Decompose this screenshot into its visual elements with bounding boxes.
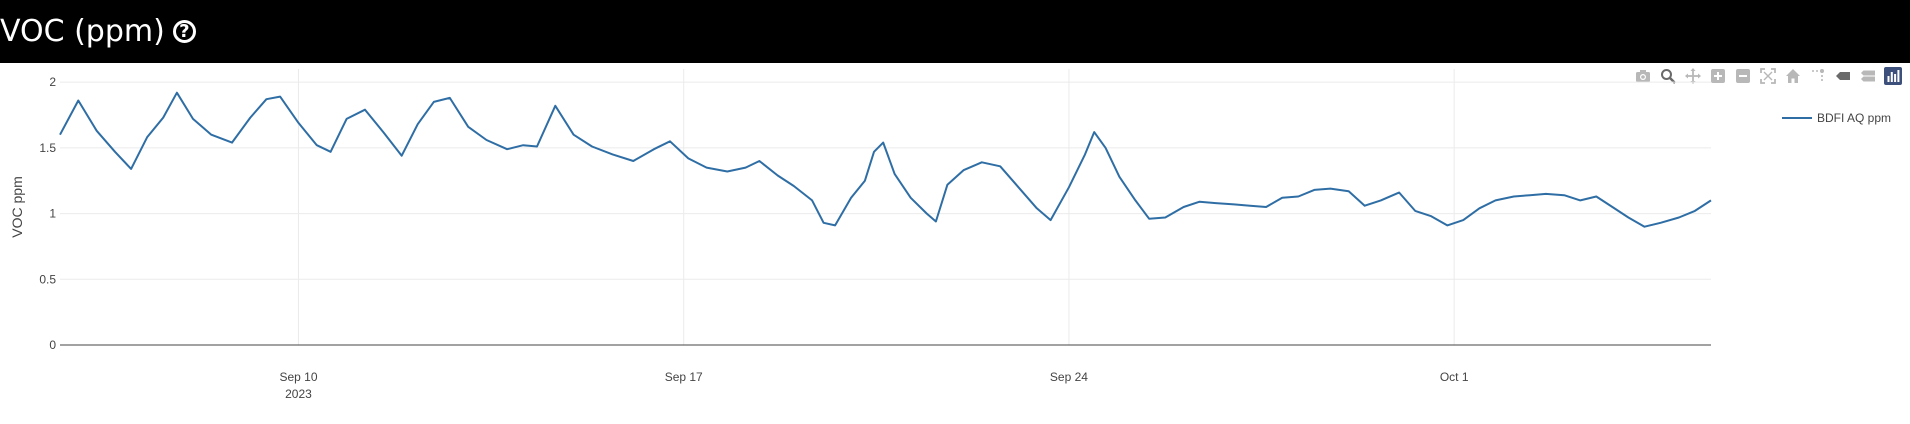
question-circle-icon[interactable]: ? [172, 20, 196, 43]
hover-closest-icon[interactable] [1834, 67, 1852, 85]
plotly-logo-icon[interactable] [1884, 67, 1902, 85]
page-header: VOC (ppm) ? [0, 0, 1910, 63]
camera-icon[interactable] [1634, 67, 1652, 85]
zoom-in-icon[interactable] [1709, 67, 1727, 85]
x-tick-label: Oct 1 [1440, 370, 1469, 384]
zoom-out-icon[interactable] [1734, 67, 1752, 85]
y-axis-title: VOC ppm [9, 176, 25, 237]
y-tick-label: 2 [49, 75, 56, 89]
chart-legend[interactable]: BDFI AQ ppm [1782, 111, 1891, 125]
y-tick-label: 0 [49, 338, 56, 352]
y-tick-label: 0.5 [39, 272, 56, 286]
autoscale-icon[interactable] [1759, 67, 1777, 85]
y-tick-label: 1 [49, 207, 56, 221]
x-tick-label: Sep 17 [665, 370, 703, 384]
y-tick-label: 1.5 [39, 141, 56, 155]
page-title: VOC (ppm) [0, 14, 165, 49]
x-tick-label: Sep 24 [1050, 370, 1088, 384]
series-line-bdfi-aq-ppm [59, 91, 1712, 228]
spike-lines-icon[interactable] [1809, 67, 1827, 85]
hover-compare-icon[interactable] [1859, 67, 1877, 85]
chart-modebar [1627, 66, 1902, 86]
x-tick-sublabel: 2023 [285, 387, 312, 401]
legend-label: BDFI AQ ppm [1817, 111, 1891, 125]
voc-line-chart[interactable]: 0 0.5 1 1.5 2 Sep 10 2023 Sep 17 Sep 24 Oct 1 VO… [0, 63, 1910, 424]
x-tick-label: Sep 10 [279, 370, 317, 384]
reset-axes-icon[interactable] [1784, 67, 1802, 85]
